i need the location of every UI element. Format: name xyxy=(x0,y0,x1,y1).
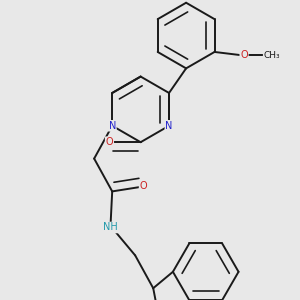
Text: N: N xyxy=(109,121,116,131)
Text: NH: NH xyxy=(103,223,118,232)
Text: O: O xyxy=(106,137,113,147)
Text: O: O xyxy=(140,182,147,191)
Text: O: O xyxy=(240,50,248,60)
Text: N: N xyxy=(165,121,173,131)
Text: CH₃: CH₃ xyxy=(264,51,280,60)
